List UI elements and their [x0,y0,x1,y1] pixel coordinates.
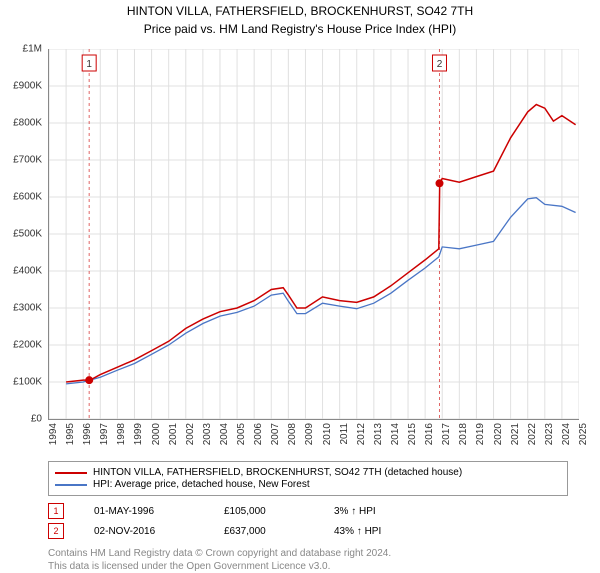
x-tick-label: 2025 [578,423,589,445]
x-tick-label: 1997 [99,423,110,445]
transaction-date-1: 01-MAY-1996 [94,506,194,517]
x-tick-label: 2003 [202,423,213,445]
x-tick-label: 2024 [561,423,572,445]
legend-swatch-0 [55,472,87,474]
chart-svg: 12 [49,49,579,419]
transaction-row-1: 1 01-MAY-1996 £105,000 3% ↑ HPI [48,503,568,519]
transaction-row-2: 2 02-NOV-2016 £637,000 43% ↑ HPI [48,523,568,539]
transaction-price-1: £105,000 [224,506,304,517]
y-tick-label: £200K [13,340,42,351]
x-tick-label: 2005 [236,423,247,445]
y-tick-label: £500K [13,229,42,240]
x-tick-label: 1999 [133,423,144,445]
transaction-pct-1: 3% ↑ HPI [334,506,376,517]
y-tick-label: £800K [13,118,42,129]
y-tick-label: £100K [13,377,42,388]
x-tick-label: 2006 [253,423,264,445]
x-tick-label: 2017 [441,423,452,445]
chart-plot-area: 12 [48,49,579,420]
x-tick-label: 2022 [527,423,538,445]
y-axis-ticks: £0£100K£200K£300K£400K£500K£600K£700K£80… [0,49,46,419]
transaction-price-2: £637,000 [224,526,304,537]
x-tick-label: 2009 [304,423,315,445]
x-tick-label: 1996 [82,423,93,445]
x-tick-label: 2015 [407,423,418,445]
chart-legend: HINTON VILLA, FATHERSFIELD, BROCKENHURST… [48,461,568,496]
y-tick-label: £600K [13,192,42,203]
x-tick-label: 2014 [390,423,401,445]
x-tick-label: 2020 [493,423,504,445]
footer-line-1: Contains HM Land Registry data © Crown c… [48,548,391,559]
x-tick-label: 2002 [185,423,196,445]
x-tick-label: 2018 [458,423,469,445]
y-tick-label: £400K [13,266,42,277]
x-tick-label: 2019 [475,423,486,445]
x-tick-label: 1995 [65,423,76,445]
x-tick-label: 2000 [151,423,162,445]
y-tick-label: £0 [31,414,42,425]
transaction-pct-2: 43% ↑ HPI [334,526,381,537]
footer-line-2: This data is licensed under the Open Gov… [48,561,330,572]
x-tick-label: 2007 [270,423,281,445]
legend-label-0: HINTON VILLA, FATHERSFIELD, BROCKENHURST… [93,467,462,478]
transaction-marker-1: 1 [48,503,64,519]
legend-item-1: HPI: Average price, detached house, New … [55,479,561,490]
y-tick-label: £300K [13,303,42,314]
transaction-marker-2: 2 [48,523,64,539]
x-tick-label: 2016 [424,423,435,445]
x-tick-label: 2012 [356,423,367,445]
x-tick-label: 2010 [322,423,333,445]
chart-subtitle: Price paid vs. HM Land Registry's House … [0,22,600,38]
x-tick-label: 2023 [544,423,555,445]
x-tick-label: 2011 [339,423,350,445]
footer-text: Contains HM Land Registry data © Crown c… [48,547,568,573]
x-tick-label: 2021 [510,423,521,445]
x-tick-label: 1998 [116,423,127,445]
x-tick-label: 1994 [48,423,59,445]
legend-label-1: HPI: Average price, detached house, New … [93,479,310,490]
x-tick-label: 2013 [373,423,384,445]
chart-title: HINTON VILLA, FATHERSFIELD, BROCKENHURST… [0,4,600,20]
y-tick-label: £700K [13,155,42,166]
x-axis-ticks: 1994199519961997199819992000200120022003… [48,49,578,89]
legend-swatch-1 [55,484,87,486]
y-tick-label: £900K [13,81,42,92]
x-tick-label: 2001 [168,423,179,445]
y-tick-label: £1M [23,44,42,55]
legend-item-0: HINTON VILLA, FATHERSFIELD, BROCKENHURST… [55,467,561,478]
x-tick-label: 2004 [219,423,230,445]
transaction-date-2: 02-NOV-2016 [94,526,194,537]
x-tick-label: 2008 [287,423,298,445]
